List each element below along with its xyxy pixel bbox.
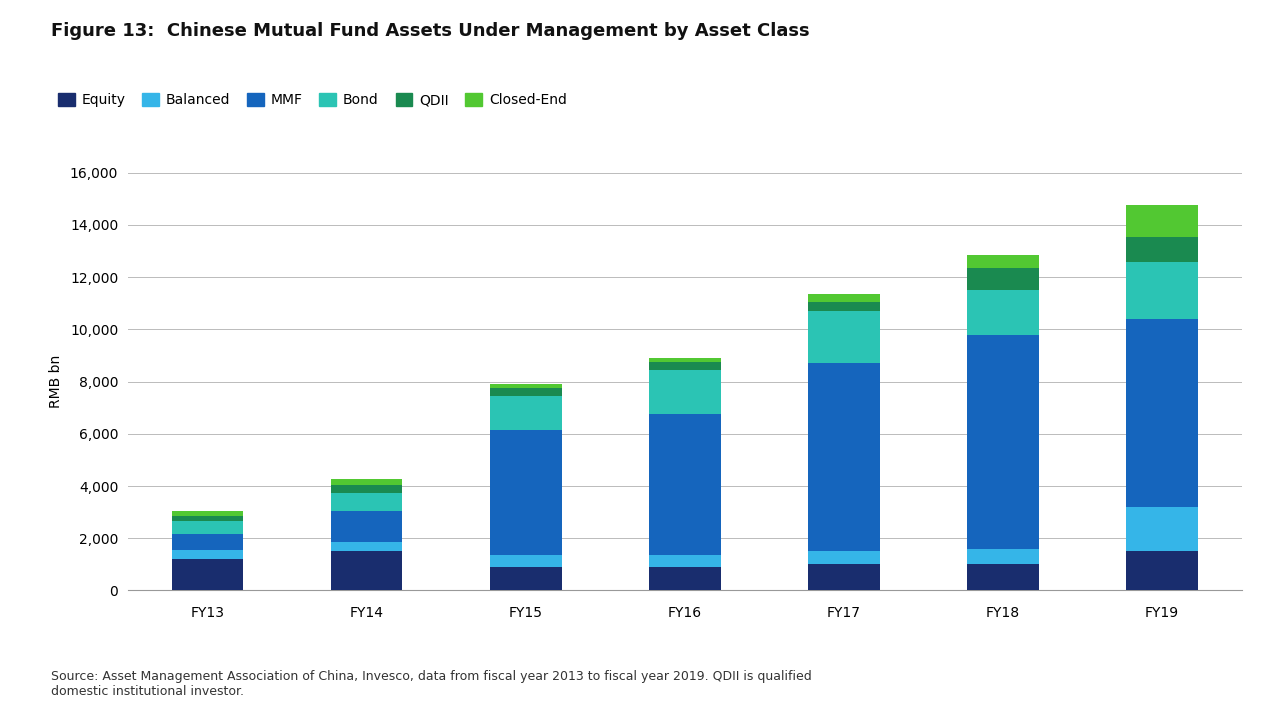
Bar	[808, 311, 879, 364]
Bar	[968, 268, 1039, 290]
Bar	[330, 542, 402, 552]
Bar	[968, 549, 1039, 564]
Bar	[490, 567, 562, 590]
Bar	[968, 564, 1039, 590]
Y-axis label: RMB bn: RMB bn	[49, 355, 63, 408]
Bar	[490, 396, 562, 430]
Bar	[808, 302, 879, 311]
Bar	[490, 384, 562, 388]
Bar	[330, 485, 402, 492]
Text: Figure 13:  Chinese Mutual Fund Assets Under Management by Asset Class: Figure 13: Chinese Mutual Fund Assets Un…	[51, 22, 810, 40]
Bar	[172, 534, 243, 550]
Bar	[649, 362, 721, 370]
Bar	[1126, 319, 1198, 507]
Bar	[649, 567, 721, 590]
Bar	[1126, 205, 1198, 237]
Bar	[808, 552, 879, 564]
Bar	[490, 555, 562, 567]
Text: Source: Asset Management Association of China, Invesco, data from fiscal year 20: Source: Asset Management Association of …	[51, 670, 812, 698]
Bar	[172, 559, 243, 590]
Bar	[649, 414, 721, 555]
Bar	[808, 364, 879, 552]
Bar	[330, 510, 402, 542]
Bar	[1126, 237, 1198, 261]
Bar	[330, 552, 402, 590]
Bar	[649, 358, 721, 362]
Legend: Equity, Balanced, MMF, Bond, QDII, Closed-End: Equity, Balanced, MMF, Bond, QDII, Close…	[58, 94, 567, 107]
Bar	[968, 335, 1039, 549]
Bar	[1126, 507, 1198, 552]
Bar	[1126, 552, 1198, 590]
Bar	[808, 294, 879, 302]
Bar	[1126, 261, 1198, 319]
Bar	[968, 255, 1039, 268]
Bar	[172, 510, 243, 516]
Bar	[330, 480, 402, 485]
Bar	[808, 564, 879, 590]
Bar	[649, 370, 721, 414]
Bar	[172, 550, 243, 559]
Bar	[649, 555, 721, 567]
Bar	[968, 290, 1039, 335]
Bar	[490, 388, 562, 396]
Bar	[172, 521, 243, 534]
Bar	[490, 430, 562, 555]
Bar	[172, 516, 243, 521]
Bar	[330, 492, 402, 510]
